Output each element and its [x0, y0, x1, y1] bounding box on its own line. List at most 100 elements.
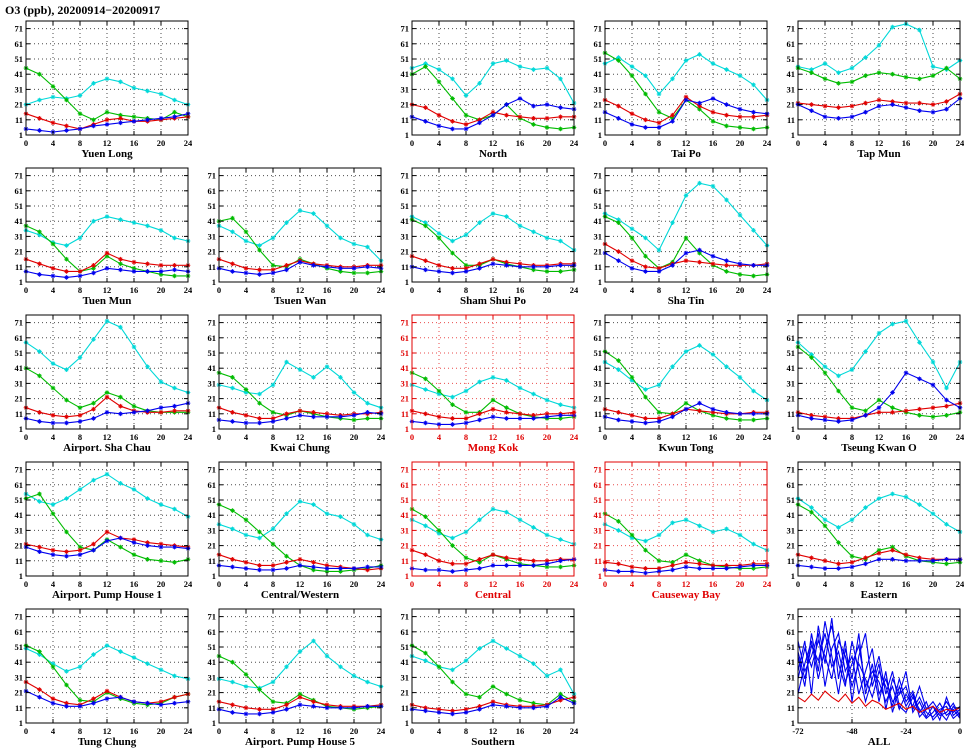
station-label: Airport. Pump House 1: [52, 589, 162, 601]
station-label: Kwun Tong: [658, 442, 714, 454]
y-tick-label: 21: [401, 247, 410, 257]
y-tick-label: 71: [15, 465, 24, 475]
chart-panel-airport-sha-chau: 1 11 21 31 41 51 61 71 0 4 8 12 16 20 24 Airport. Sha C…: [0, 312, 193, 459]
y-tick-label: 1: [791, 130, 795, 140]
x-tick-label: 12: [489, 285, 498, 295]
y-tick-label: 21: [208, 688, 217, 698]
x-tick-label: 4: [51, 579, 56, 589]
x-tick-label: 0: [410, 138, 414, 148]
y-tick-label: 51: [787, 642, 796, 652]
x-tick-label: 24: [184, 579, 192, 589]
y-tick-label: 41: [787, 657, 796, 667]
y-tick-label: 21: [787, 394, 796, 404]
x-tick-label: 20: [929, 432, 938, 442]
y-tick-label: 71: [787, 24, 796, 34]
series-station-line-2: [797, 621, 961, 721]
station-label: Central: [474, 589, 512, 601]
series-cyan-markers: [23, 214, 191, 248]
y-tick-label: 21: [208, 394, 217, 404]
y-tick-label: 11: [15, 409, 23, 419]
y-tick-label: 31: [208, 672, 217, 682]
series-cyan: [25, 78, 189, 106]
station-label: Tuen Mun: [82, 295, 132, 307]
y-tick-label: 1: [405, 571, 409, 581]
y-tick-label: 61: [208, 627, 217, 637]
y-tick-label: 41: [787, 363, 796, 373]
y-tick-label: 21: [594, 247, 603, 257]
y-tick-label: 11: [208, 262, 216, 272]
station-label: Kwai Chung: [270, 442, 330, 454]
x-tick-label: -24: [900, 726, 912, 736]
y-tick-label: 31: [15, 525, 24, 535]
y-tick-label: 31: [401, 231, 410, 241]
x-tick-label: 16: [130, 579, 139, 589]
x-tick-label: 12: [296, 726, 305, 736]
y-tick-label: 71: [787, 465, 796, 475]
chart-panel-sham-shui-po: 1 11 21 31 41 51 61 71 0 4 8 12 16 20 24 Sham Shui Po: [386, 165, 579, 312]
x-tick-label: 8: [78, 138, 82, 148]
station-label: North: [478, 148, 508, 160]
x-tick-label: 12: [103, 432, 112, 442]
x-tick-label: 12: [296, 579, 305, 589]
x-tick-label: 20: [543, 285, 552, 295]
y-tick-label: 1: [598, 424, 602, 434]
x-tick-label: 24: [763, 432, 771, 442]
y-tick-label: 71: [401, 24, 410, 34]
series-station-line-3: [797, 625, 961, 720]
y-tick-label: 61: [15, 627, 24, 637]
station-label: Tsuen Wan: [273, 295, 327, 307]
chart-panel-kwun-tong: 1 11 21 31 41 51 61 71 0 4 8 12 16 20 24 Kwun Tong: [579, 312, 772, 459]
x-tick-label: 16: [323, 432, 332, 442]
x-tick-label: 8: [78, 285, 82, 295]
y-tick-label: 31: [401, 672, 410, 682]
y-tick-label: 51: [787, 495, 796, 505]
y-tick-label: 61: [401, 333, 410, 343]
y-tick-label: 11: [401, 115, 409, 125]
y-tick-label: 1: [791, 424, 795, 434]
y-tick-label: 1: [791, 571, 795, 581]
y-tick-label: 31: [594, 84, 603, 94]
x-tick-label: 20: [157, 285, 166, 295]
x-tick-label: 4: [51, 432, 56, 442]
x-tick-label: 20: [157, 432, 166, 442]
x-tick-label: 8: [850, 432, 854, 442]
y-tick-label: 1: [405, 718, 409, 728]
y-tick-label: 11: [401, 262, 409, 272]
x-tick-label: 16: [902, 432, 911, 442]
y-tick-label: 71: [401, 318, 410, 328]
x-tick-label: 0: [24, 285, 28, 295]
x-tick-label: 8: [464, 579, 468, 589]
x-tick-label: 24: [184, 432, 192, 442]
y-tick-label: 21: [208, 247, 217, 257]
series-blue-markers: [409, 557, 577, 574]
y-tick-label: 61: [401, 627, 410, 637]
x-tick-label: 0: [796, 138, 800, 148]
y-tick-label: 21: [594, 394, 603, 404]
chart-panel-airport-pump-house-1: 1 11 21 31 41 51 61 71 0 4 8 12 16 20 24 Airport. Pump …: [0, 459, 193, 606]
y-tick-label: 41: [208, 510, 217, 520]
y-tick-label: 1: [405, 277, 409, 287]
y-tick-label: 41: [15, 657, 24, 667]
x-tick-label: 4: [823, 579, 828, 589]
y-tick-label: 31: [15, 672, 24, 682]
y-tick-label: 41: [208, 657, 217, 667]
y-tick-label: 11: [787, 556, 795, 566]
y-tick-label: 61: [208, 333, 217, 343]
y-tick-label: 51: [208, 201, 217, 211]
x-tick-label: 24: [184, 285, 192, 295]
y-tick-label: 61: [15, 186, 24, 196]
x-tick-label: 16: [323, 726, 332, 736]
y-tick-label: 41: [401, 216, 410, 226]
x-tick-label: 4: [437, 432, 442, 442]
x-tick-label: 0: [217, 579, 221, 589]
y-tick-label: 41: [594, 510, 603, 520]
x-tick-label: 12: [103, 138, 112, 148]
x-tick-label: 12: [489, 726, 498, 736]
series-blue-markers: [23, 400, 191, 426]
y-tick-label: 41: [594, 216, 603, 226]
